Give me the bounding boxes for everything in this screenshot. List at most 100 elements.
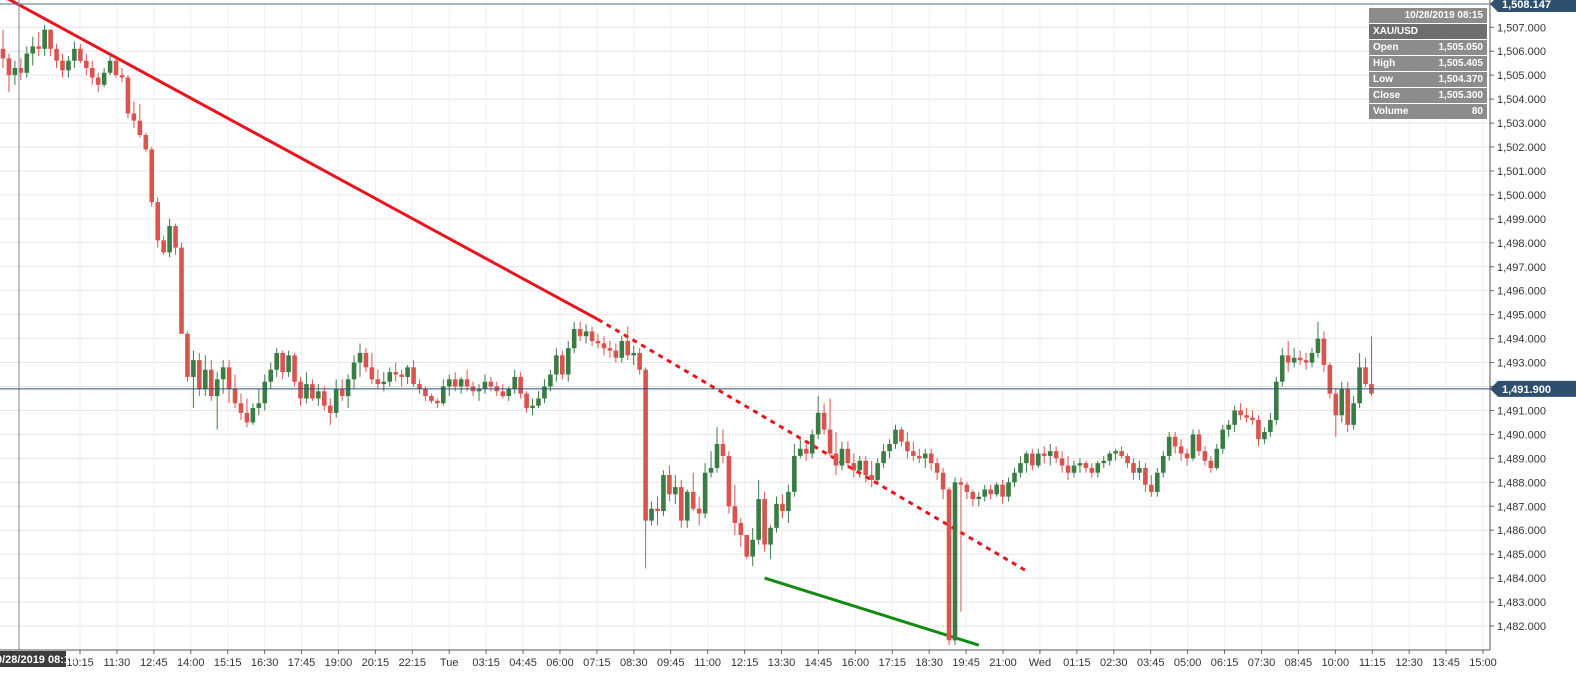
y-tick-label: 1,487.000 — [1497, 501, 1546, 513]
candle — [357, 343, 363, 377]
candle — [1250, 410, 1255, 425]
candle-body — [679, 487, 684, 521]
candle — [714, 427, 720, 473]
candle — [0, 29, 6, 68]
candle-body — [1345, 388, 1350, 425]
ohlc-datetime-text: 10/28/2019 08:15 — [1404, 10, 1483, 21]
candle — [619, 336, 625, 363]
candle — [1357, 352, 1362, 409]
candle — [798, 439, 803, 459]
candle — [673, 475, 678, 504]
candle-body — [506, 388, 512, 397]
candle-body — [1262, 432, 1267, 440]
candle — [661, 470, 666, 516]
candle-body — [708, 467, 714, 473]
x-tick-label: 17:45 — [288, 657, 316, 669]
candle-body — [1178, 446, 1184, 454]
candle — [982, 484, 988, 502]
candle — [322, 386, 327, 411]
candle-body — [173, 226, 178, 248]
candle-body — [649, 508, 654, 521]
ohlc-volume: Volume 80 — [1369, 104, 1487, 119]
red-trend-line — [7, 0, 599, 321]
candle — [625, 326, 631, 361]
candle-body — [744, 534, 750, 557]
x-tick-label: 10:15 — [66, 657, 94, 669]
candle — [934, 458, 940, 480]
candle — [875, 458, 880, 485]
candle — [435, 398, 440, 409]
candle — [405, 364, 410, 385]
candle-body — [827, 429, 833, 454]
candle — [679, 479, 684, 528]
candle — [881, 443, 886, 468]
x-tick-label: 21:00 — [989, 657, 1017, 669]
candle — [1345, 381, 1350, 433]
candle-body — [197, 360, 202, 389]
candle — [696, 496, 702, 526]
current-price-tag: 1,491.900 — [1490, 380, 1576, 397]
candle-body — [595, 340, 601, 344]
candle-body — [887, 443, 892, 452]
candle-body — [851, 463, 857, 471]
candle — [113, 58, 119, 78]
y-tick-label: 1,496.000 — [1497, 286, 1546, 298]
candle-body — [143, 135, 149, 150]
candle-body — [30, 46, 36, 54]
candle-body — [1214, 448, 1220, 468]
green-trend-line — [764, 576, 980, 647]
candle — [1339, 381, 1345, 423]
candle — [732, 484, 738, 535]
candle-body — [905, 441, 910, 452]
x-tick-label: 03:45 — [1137, 657, 1165, 669]
candle — [1101, 455, 1107, 468]
candle — [1226, 420, 1231, 437]
ohlc-volume-label: Volume — [1373, 106, 1409, 117]
x-tick-label: 12:15 — [731, 657, 759, 669]
x-tick-label: 13:30 — [768, 657, 796, 669]
candle-body — [1351, 403, 1356, 425]
candle-body — [631, 352, 636, 356]
candle — [286, 350, 291, 377]
candle — [1369, 336, 1374, 397]
ohlc-high-label: High — [1373, 58, 1396, 69]
candle — [429, 393, 434, 404]
candle-body — [304, 384, 309, 399]
candle-body — [1202, 451, 1208, 461]
candle — [89, 60, 95, 85]
candle — [1024, 451, 1029, 473]
y-tick-label: 1,486.000 — [1497, 525, 1546, 537]
candle — [940, 467, 946, 500]
candle — [1309, 348, 1315, 368]
candle-body — [803, 448, 809, 454]
candle-body — [250, 408, 256, 423]
candle-body — [922, 453, 928, 459]
candle — [500, 384, 506, 399]
candle — [988, 484, 993, 500]
candle — [601, 336, 607, 356]
candle — [351, 355, 357, 389]
candle — [244, 398, 250, 428]
y-tick-label: 1,495.000 — [1497, 310, 1546, 322]
candle — [292, 352, 297, 387]
candle — [1208, 455, 1214, 473]
candle-body — [18, 67, 24, 73]
candle — [1184, 448, 1190, 466]
candle-body — [774, 503, 779, 528]
candle — [119, 67, 125, 83]
candle-body — [1143, 467, 1148, 485]
candle — [95, 72, 101, 92]
candle — [827, 398, 833, 456]
candle — [250, 403, 256, 425]
candle — [298, 376, 303, 406]
candle — [84, 53, 89, 76]
y-tick-label: 1,490.000 — [1497, 429, 1546, 441]
candle-body — [238, 403, 244, 413]
candle — [833, 432, 839, 476]
candle — [1030, 448, 1035, 471]
candle-body — [643, 369, 648, 521]
candle — [762, 491, 767, 552]
candle-body — [137, 120, 143, 136]
candle-body — [375, 379, 381, 385]
